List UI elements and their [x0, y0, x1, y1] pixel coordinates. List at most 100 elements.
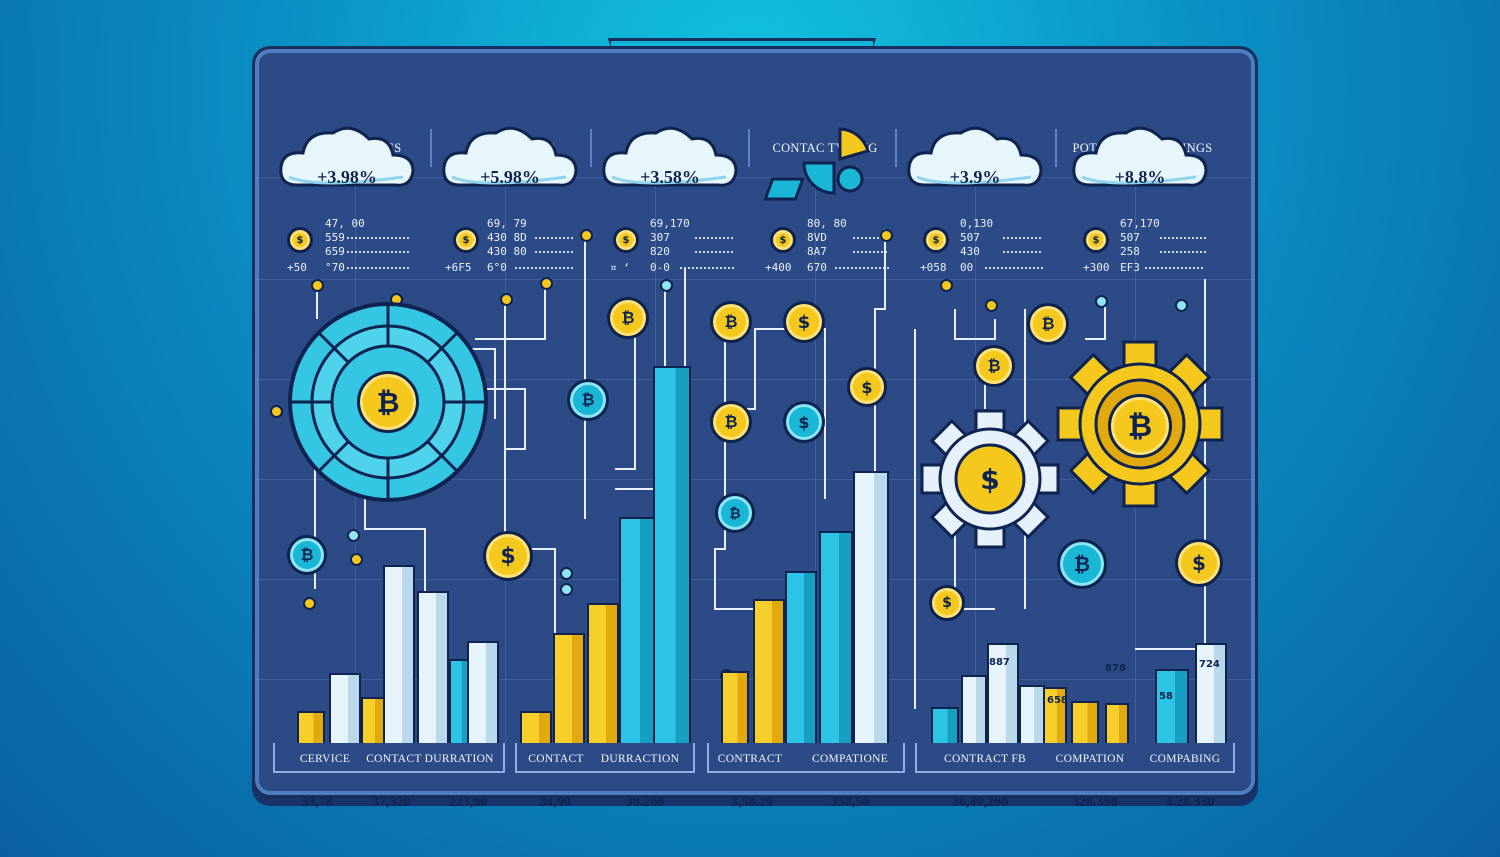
bar-value-label: 887 — [989, 657, 1010, 668]
footer-bracket — [915, 743, 1235, 773]
coin-icon: $ — [613, 227, 639, 253]
footer-value: 34,90 — [539, 795, 571, 810]
bitcoin-coin-icon: ₿ — [567, 379, 609, 421]
bar — [1019, 685, 1045, 743]
bar — [931, 707, 959, 743]
bitcoin-coin-icon: ₿ — [1027, 303, 1069, 345]
footer-value: 223,90 — [448, 795, 488, 810]
cloud-value-2: +5.98% — [480, 167, 540, 187]
bitcoin-coin-icon: ₿ — [287, 535, 327, 575]
dollar-coin-icon: $ — [483, 531, 533, 581]
connector-node — [940, 279, 953, 292]
footer-bracket — [515, 743, 695, 773]
dollar-coin-icon: $ — [847, 367, 887, 407]
gear-icon — [920, 409, 1060, 549]
stat-line: 507 — [960, 231, 980, 244]
stat-tag: 0-0 — [650, 261, 670, 274]
bar-groups — [255, 49, 1255, 743]
stat-note: +058 — [920, 261, 947, 274]
footer-label: CONTACT — [528, 753, 584, 765]
bar — [520, 711, 552, 743]
connector-node — [660, 279, 673, 292]
footer-label: CONTRACT FB — [943, 753, 1026, 765]
footer-value: 33,78 — [301, 795, 333, 810]
bar — [329, 673, 361, 743]
bar — [467, 641, 499, 743]
bar — [721, 671, 749, 743]
footer-value: 36,49,290 — [952, 795, 1008, 810]
dollar-coin-icon: $ — [783, 301, 825, 343]
stat-tag: 670 — [807, 261, 827, 274]
footer-label: CONTACT DURRATION — [366, 753, 494, 765]
bitcoin-coin-icon: ₿ — [715, 493, 755, 533]
bar — [417, 591, 449, 743]
bar — [383, 565, 415, 743]
bar-value-label: 878 — [1105, 663, 1126, 674]
bar — [1105, 703, 1129, 743]
bar — [853, 471, 889, 743]
bar-value-label: 724 — [1199, 659, 1220, 670]
stat-note: +300 — [1083, 261, 1110, 274]
stat-line: 8VD — [807, 231, 827, 244]
stat-line: 659 — [325, 245, 345, 258]
connector-node — [500, 293, 513, 306]
cloud-value-5: +3.9% — [949, 167, 1001, 187]
bar — [653, 366, 691, 743]
bar — [1043, 687, 1067, 743]
stat-tag: EF3 — [1120, 261, 1140, 274]
bar — [1195, 643, 1227, 743]
bitcoin-coin-icon: ₿ — [357, 371, 419, 433]
bar — [553, 633, 585, 743]
stat-tag: °70 — [325, 261, 345, 274]
connector-node — [560, 567, 573, 580]
connector-node — [985, 299, 998, 312]
stat-line: 430 — [960, 245, 980, 258]
footer-label: COMPATIONE — [811, 753, 889, 765]
stat-note: +6F5 — [445, 261, 472, 274]
coin-icon: $ — [453, 227, 479, 253]
bar — [961, 675, 987, 743]
stat-line: 559 — [325, 231, 345, 244]
footer-label: DURRACTION — [600, 753, 680, 765]
footer-label: CONTRACT — [717, 753, 783, 765]
bar-value-label: 658 — [1047, 695, 1068, 706]
bar-value-label: 58 — [1159, 691, 1173, 702]
stat-line: 258 — [1120, 245, 1140, 258]
stat-line: 69, 79 — [487, 217, 527, 230]
stat-line: 67,170 — [1120, 217, 1160, 230]
bitcoin-coin-icon: ₿ — [710, 401, 752, 443]
stat-line: 47, 00 — [325, 217, 365, 230]
footer-bracket — [273, 743, 505, 773]
bar — [1071, 701, 1099, 743]
stat-line: 69,170 — [650, 217, 690, 230]
cloud-value-6: +8.8% — [1114, 167, 1166, 187]
bitcoin-coin-icon: ₿ — [1057, 539, 1107, 589]
bitcoin-coin-icon: ₿ — [710, 301, 752, 343]
coin-icon: $ — [929, 585, 965, 621]
stat-line: 307 — [650, 231, 670, 244]
footer-label: CERVICE — [299, 753, 351, 765]
footer-label: COMPATION — [1055, 753, 1125, 765]
footer-value: 3,50.20 — [731, 795, 773, 810]
connector-node — [540, 277, 553, 290]
connector-node — [270, 405, 283, 418]
footer-bracket — [707, 743, 905, 773]
stat-line: 430 80 — [487, 245, 527, 258]
stat-tag: 00 — [960, 261, 974, 274]
footer-value: 38.200 — [625, 795, 665, 810]
bitcoin-ring-icon — [288, 302, 488, 502]
bar — [753, 599, 785, 743]
connector-node — [560, 583, 573, 596]
footer-value: 37,320 — [371, 795, 411, 810]
connector-node — [1095, 295, 1108, 308]
stat-note: ¤ ‘ — [610, 261, 630, 274]
bitcoin-coin-icon: ₿ — [607, 297, 649, 339]
bar — [819, 531, 853, 743]
stat-line: 0,130 — [960, 217, 994, 230]
stat-line: 80, 80 — [807, 217, 847, 230]
stat-line: 430 8D — [487, 231, 527, 244]
dashboard-board: SERVICE FEES SERVICE FEES CONTACTION CON… — [252, 46, 1258, 798]
bar — [1155, 669, 1189, 743]
footer-value: 328.390 — [1072, 795, 1118, 810]
cloud-value-3: +3.58% — [640, 167, 700, 187]
